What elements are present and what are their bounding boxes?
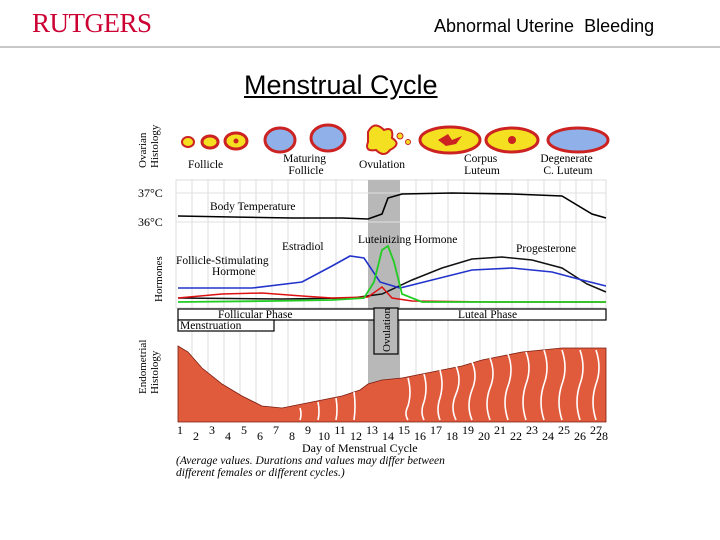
svg-text:10: 10 — [318, 429, 330, 443]
ovulation-marker-label: Ovulation — [381, 308, 393, 352]
svg-text:2: 2 — [193, 429, 199, 443]
temp-tick-37: 37°C — [138, 186, 163, 200]
body-temperature-line — [177, 192, 607, 220]
menstruation-bar — [177, 319, 275, 332]
svg-text:3: 3 — [209, 423, 215, 437]
svg-text:6: 6 — [257, 429, 263, 443]
svg-text:24: 24 — [542, 429, 554, 443]
stage-degenerate-corpus-luteum-label: Degenerate C. Luteum — [540, 153, 595, 177]
ovulation-marker — [373, 307, 399, 355]
temp-tick-36: 36°C — [138, 215, 163, 229]
stage-corpus-luteum-label: Corpus Luteum — [464, 153, 500, 177]
stage-follicle-label: Follicle — [188, 159, 223, 171]
svg-text:26: 26 — [574, 429, 586, 443]
progesterone-label: Progesterone — [516, 243, 576, 255]
svg-text:20: 20 — [478, 429, 490, 443]
diagram-note: (Average values. Durations and values ma… — [176, 455, 448, 479]
menstrual-cycle-diagram: Ovarian Histology Follicle Maturing Foll… — [137, 123, 610, 479]
estradiol-line — [178, 255, 607, 289]
fsh-label: Follicle-Stimulating Hormone — [176, 255, 272, 278]
svg-text:18: 18 — [446, 429, 458, 443]
svg-text:4: 4 — [225, 429, 231, 443]
follicular-phase-label: Follicular Phase — [218, 309, 292, 321]
svg-text:17: 17 — [430, 423, 442, 437]
svg-text:1: 1 — [177, 423, 183, 437]
stage-maturing-follicle-label: Maturing Follicle — [283, 153, 329, 177]
day-tick-labels: 1 3 5 7 9 11 13 15 17 19 21 23 25 27 2 4… — [177, 423, 608, 443]
svg-text:11: 11 — [334, 423, 346, 437]
svg-text:21: 21 — [494, 423, 506, 437]
slide-title: Menstrual Cycle — [244, 70, 438, 100]
svg-text:25: 25 — [558, 423, 570, 437]
svg-text:23: 23 — [526, 423, 538, 437]
endometrium-illustration — [177, 345, 607, 423]
menstruation-label: Menstruation — [180, 320, 242, 332]
svg-text:27: 27 — [590, 423, 602, 437]
header-title: Abnormal Uterine Bleeding — [434, 16, 655, 36]
body-temperature-label: Body Temperature — [210, 201, 296, 213]
svg-text:14: 14 — [382, 429, 394, 443]
svg-text:12: 12 — [350, 429, 362, 443]
endometrial-histology-label: Endometrial Histology — [137, 337, 161, 394]
lh-label: Luteinizing Hormone — [358, 234, 457, 246]
estradiol-label: Estradiol — [282, 241, 324, 253]
svg-text:28: 28 — [596, 429, 608, 443]
svg-text:13: 13 — [366, 423, 378, 437]
svg-text:9: 9 — [305, 423, 311, 437]
lh-line — [177, 244, 606, 303]
endometrial-glands — [299, 349, 600, 421]
svg-text:15: 15 — [398, 423, 410, 437]
hormones-axis-label: Hormones — [153, 256, 165, 302]
svg-text:7: 7 — [273, 423, 279, 437]
svg-text:5: 5 — [241, 423, 247, 437]
ovarian-histology-label: Ovarian Histology — [137, 124, 161, 168]
svg-text:8: 8 — [289, 429, 295, 443]
x-axis-label: Day of Menstrual Cycle — [302, 441, 418, 455]
svg-text:16: 16 — [414, 429, 426, 443]
luteal-phase-label: Luteal Phase — [458, 309, 517, 321]
stage-ovulation-label: Ovulation — [359, 159, 405, 171]
svg-text:22: 22 — [510, 429, 522, 443]
svg-text:19: 19 — [462, 423, 474, 437]
ovarian-stage-illustrations — [181, 123, 610, 155]
rutgers-logo: RUTGERS — [32, 8, 152, 38]
header-divider — [0, 46, 720, 48]
